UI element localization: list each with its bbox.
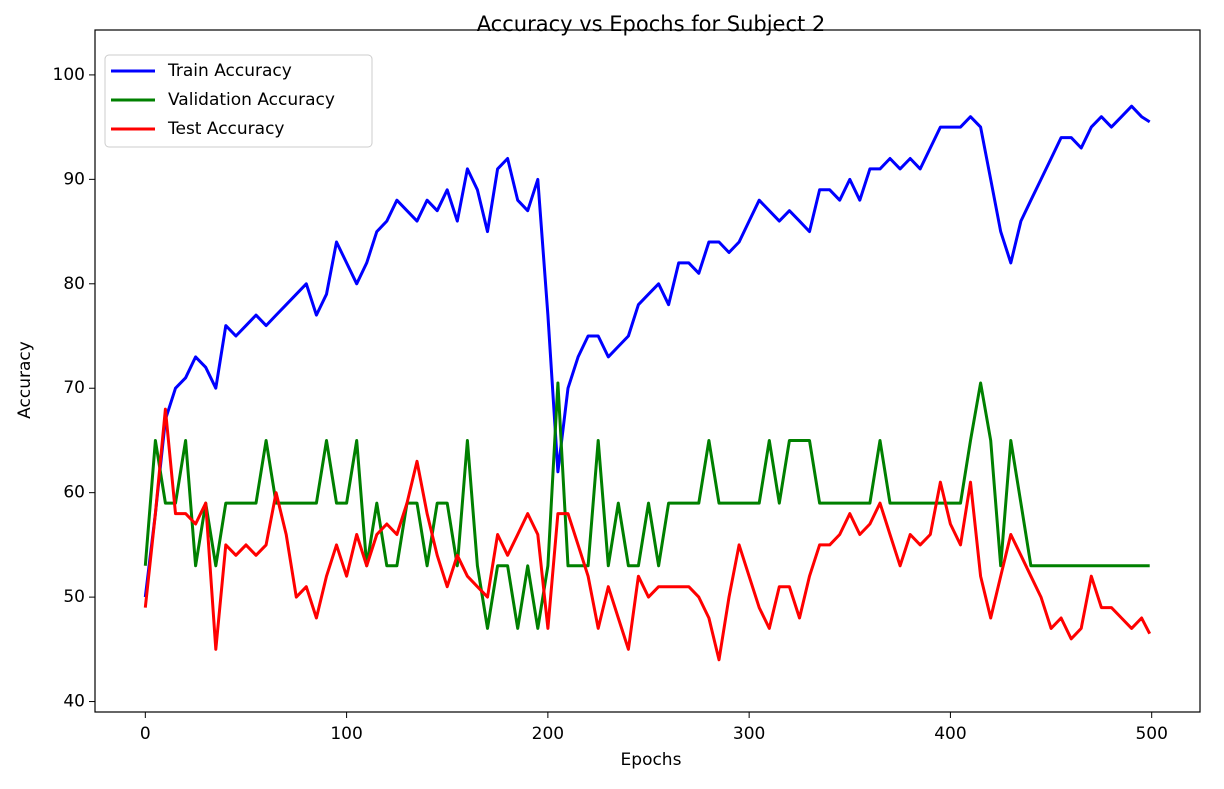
y-tick-label: 100: [53, 65, 85, 85]
x-tick-label: 400: [934, 724, 966, 744]
chart-title: Accuracy vs Epochs for Subject 2: [477, 12, 826, 36]
series-line: [143, 407, 1152, 662]
y-tick-label: 40: [63, 692, 85, 712]
legend-label: Train Accuracy: [167, 61, 292, 81]
y-tick-label: 70: [63, 378, 85, 398]
plot-frame: [94, 29, 1201, 713]
y-axis-label: Accuracy: [15, 341, 35, 419]
legend-label: Validation Accuracy: [168, 90, 335, 110]
x-tick-label: 300: [733, 724, 765, 744]
series-line: [143, 381, 1150, 630]
series-line: [143, 104, 1151, 598]
legend-label: Test Accuracy: [167, 119, 285, 139]
legend-box: [104, 54, 373, 148]
y-tick-label: 50: [63, 587, 85, 607]
y-tick-label: 80: [63, 274, 85, 294]
x-tick-label: 100: [330, 724, 362, 744]
y-tick-label: 60: [63, 483, 85, 503]
x-tick-label: 0: [140, 724, 151, 744]
y-tick-label: 90: [63, 169, 85, 189]
x-tick-label: 500: [1135, 724, 1167, 744]
x-axis-label: Epochs: [621, 750, 682, 770]
x-tick-label: 200: [532, 724, 564, 744]
